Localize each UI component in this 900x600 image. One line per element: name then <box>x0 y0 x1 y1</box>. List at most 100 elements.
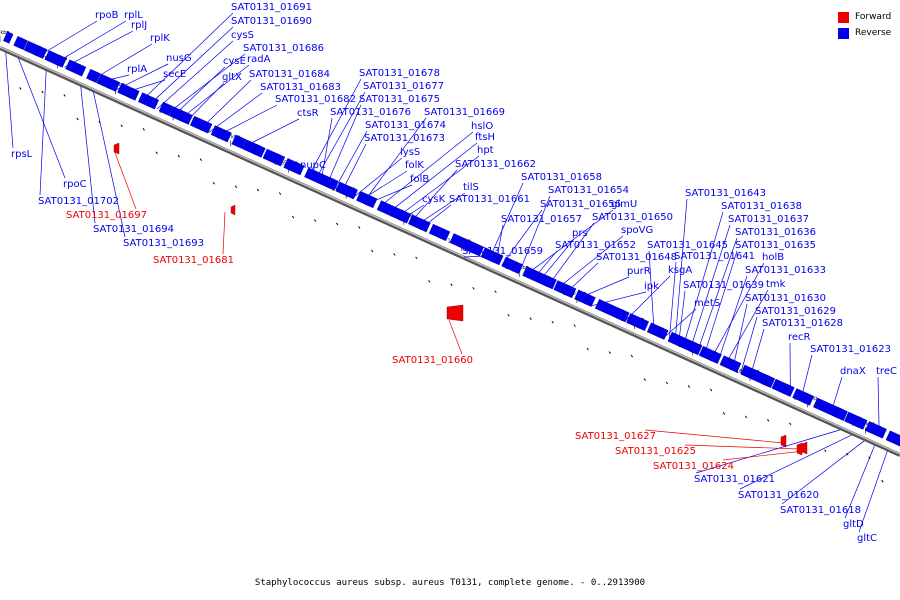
reverse-leader <box>401 204 425 220</box>
reverse-leader <box>80 86 96 224</box>
reverse-gene-label: SAT0131_01694 <box>93 224 174 235</box>
forward-gene-label: SAT0131_01627 <box>575 431 656 442</box>
reverse-gene-label: dnaX <box>840 366 866 377</box>
reverse-leader <box>288 168 303 172</box>
reverse-gene-label: SAT0131_01641 <box>674 251 755 262</box>
reverse-leader <box>591 291 647 307</box>
reverse-gene-label: hslO <box>471 121 493 132</box>
reverse-gene <box>86 68 101 83</box>
reverse-gene-label: rpsL <box>11 149 33 160</box>
forward-gene <box>230 204 236 216</box>
forward-gene <box>446 304 464 322</box>
reverse-leader <box>463 255 483 258</box>
feature-mark <box>551 320 554 324</box>
reverse-gene-label: SAT0131_01637 <box>728 214 809 225</box>
reverse-leader <box>64 30 134 68</box>
feature-mark <box>630 354 634 358</box>
reverse-leader <box>172 66 226 117</box>
feature-mark <box>371 249 374 253</box>
reverse-gene-label: rpoC <box>63 179 87 190</box>
reverse-gene <box>615 308 630 323</box>
feature-mark <box>155 151 158 155</box>
reverse-gene <box>470 242 484 257</box>
axis-highlight <box>0 46 900 455</box>
feature-mark <box>63 94 66 97</box>
reverse-gene-label: folK <box>405 160 424 171</box>
reverse-gene-label: SAT0131_01702 <box>38 196 119 207</box>
reverse-leader <box>800 354 813 401</box>
reverse-leader <box>689 224 731 351</box>
reverse-gene-label: SAT0131_01658 <box>521 172 602 183</box>
feature-mark <box>789 422 792 426</box>
reverse-leader <box>555 235 624 290</box>
reverse-leader <box>242 118 300 148</box>
reverse-leader <box>115 63 169 91</box>
forward-leader <box>722 450 805 461</box>
reverse-leader <box>488 182 524 260</box>
forward-leader <box>684 444 800 450</box>
reverse-leader <box>420 204 452 229</box>
reverse-leader <box>307 78 362 178</box>
reverse-gene-label: SAT0131_01684 <box>249 69 330 80</box>
reverse-leader <box>830 376 843 414</box>
feature-mark <box>687 385 691 388</box>
reverse-leader <box>501 209 543 266</box>
reverse-gene <box>896 436 900 447</box>
reverse-gene <box>3 31 14 44</box>
reverse-leader <box>200 79 252 130</box>
reverse-gene-label: recR <box>788 332 811 343</box>
reverse-leader <box>39 70 47 196</box>
reverse-leader <box>409 169 458 224</box>
reverse-gene-label: ksgA <box>668 265 692 276</box>
reverse-gene <box>376 200 392 215</box>
reverse-gene <box>875 425 887 439</box>
reverse-gene-label: SAT0131_01690 <box>231 16 312 27</box>
reverse-gene-label: spoVG <box>621 225 653 236</box>
reverse-leader <box>122 79 166 94</box>
reverse-gene <box>563 284 577 299</box>
reverse-leader <box>320 117 333 184</box>
genome-caption: Staphylococcus aureus subsp. aureus T013… <box>254 578 646 588</box>
reverse-gene <box>13 36 28 51</box>
reverse-gene-label: SAT0131_01682 <box>275 94 356 105</box>
reverse-gene-label: SAT0131_01654 <box>548 185 629 196</box>
feature-mark <box>336 222 339 226</box>
forward-leader <box>222 211 226 255</box>
reverse-leader <box>518 195 551 273</box>
reverse-gene-label: SAT0131_01652 <box>555 240 636 251</box>
reverse-gene <box>397 209 412 224</box>
reverse-gene-label: rplK <box>150 33 170 44</box>
reverse-gene <box>491 252 504 266</box>
reverse-leader <box>663 308 697 339</box>
reverse-leader <box>717 275 748 363</box>
reverse-leader <box>377 131 474 209</box>
reverse-gene-label: SAT0131_01648 <box>596 252 677 263</box>
reverse-leader <box>781 440 865 505</box>
reverse-gene-label: SAT0131_01669 <box>424 107 505 118</box>
reverse-leader <box>740 316 758 374</box>
reverse-gene-label: secE <box>163 69 186 80</box>
reverse-gene-label: lysS <box>400 147 420 158</box>
reverse-gene <box>273 153 286 167</box>
legend-swatch-reverse <box>838 27 849 39</box>
reverse-gene-label: gltX <box>222 72 242 83</box>
reverse-gene-label: rplL <box>124 10 143 21</box>
forward-gene <box>796 442 803 456</box>
reverse-gene <box>34 45 48 59</box>
reverse-leader <box>341 143 367 193</box>
feature-mark <box>881 479 884 483</box>
feature-mark <box>212 181 216 185</box>
reverse-leader <box>5 52 14 149</box>
reverse-leader <box>216 104 278 137</box>
reverse-gene-label: SAT0131_01630 <box>745 293 826 304</box>
reverse-gene-label: SAT0131_01675 <box>359 94 440 105</box>
reverse-leader <box>625 275 671 322</box>
feature-mark <box>722 412 726 415</box>
reverse-gene-label: SAT0131_01621 <box>694 474 775 485</box>
feature-mark <box>41 90 44 94</box>
feature-mark <box>313 219 317 222</box>
reverse-leader <box>314 91 366 181</box>
reverse-gene-label: folB <box>410 174 429 185</box>
forward-leader <box>448 319 463 355</box>
